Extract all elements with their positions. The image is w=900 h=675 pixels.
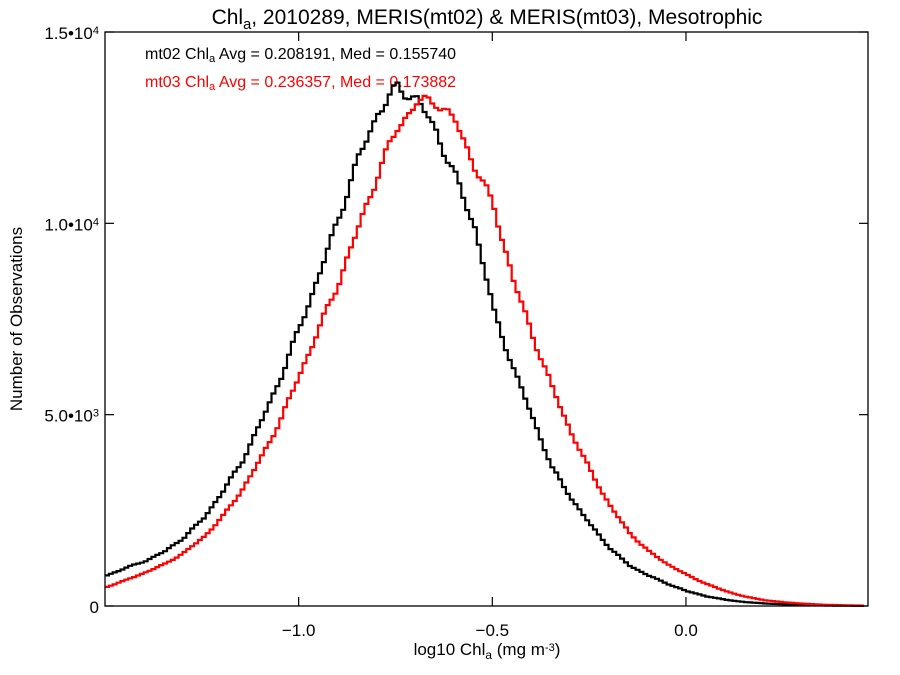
subscript: a <box>209 81 216 93</box>
text-part: Avg = 0.208191, Med = 0.155740 <box>215 46 456 63</box>
y-axis-label: Number of Observations <box>7 227 26 411</box>
series-mt02-histogram <box>105 81 865 607</box>
x-axis-label: log10 Chla (mg m-3) <box>414 640 561 662</box>
text-part: ) <box>555 640 561 659</box>
y-tick-label: 1.5•104 <box>44 24 99 43</box>
y-tick-label: 0 <box>90 598 99 617</box>
subscript: a <box>243 17 252 33</box>
stats-annotations: mt02 Chla Avg = 0.208191, Med = 0.155740… <box>145 46 456 93</box>
series-layer <box>105 81 865 607</box>
y-tick-label: 5.0•103 <box>44 407 99 426</box>
y-tick-exponent: 4 <box>93 216 99 228</box>
text-part: mt02 Chl <box>145 46 209 63</box>
text-part: Chl <box>212 6 244 29</box>
stat-mt02: mt02 Chla Avg = 0.208191, Med = 0.155740 <box>145 46 456 65</box>
stat-mt03: mt03 Chla Avg = 0.236357, Med = 0.173882 <box>145 74 456 93</box>
y-tick-mantissa: 0 <box>90 598 99 617</box>
x-tick-label: −0.5 <box>476 621 510 640</box>
x-axis: −1.0 −0.5 0.0 <box>282 32 698 640</box>
y-tick-mantissa: 1.0•10 <box>44 215 93 234</box>
y-tick-mantissa: 5.0•10 <box>44 407 93 426</box>
y-tick-exponent: 4 <box>93 25 99 37</box>
text-part: (mg m <box>492 640 545 659</box>
chart-title: Chla, 2010289, MERIS(mt02) & MERIS(mt03)… <box>212 6 763 33</box>
y-tick-mantissa: 1.5•10 <box>44 24 93 43</box>
plot-frame <box>104 31 869 607</box>
text-part: mt03 Chl <box>145 74 209 91</box>
x-tick-label: 0.0 <box>674 621 698 640</box>
x-tick-label: −1.0 <box>282 621 316 640</box>
subscript: a <box>209 53 216 65</box>
text-part: log10 Chl <box>414 640 486 659</box>
superscript: -3 <box>545 642 555 654</box>
y-tick-exponent: 3 <box>93 408 99 420</box>
text-part: , 2010289, MERIS(mt02) & MERIS(mt03), Me… <box>251 6 762 29</box>
y-tick-label: 1.0•104 <box>44 215 99 234</box>
series-mt03-histogram <box>105 94 865 607</box>
subscript: a <box>485 648 492 662</box>
text-part: Avg = 0.236357, Med = 0.173882 <box>215 74 456 91</box>
